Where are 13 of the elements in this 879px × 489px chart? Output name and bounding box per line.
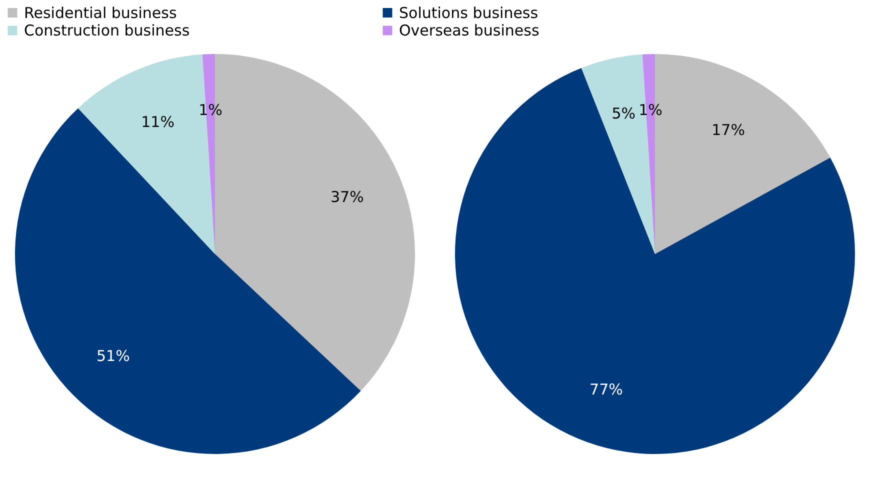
legend-label: Construction business	[24, 22, 190, 40]
data-label: 1%	[638, 101, 662, 120]
legend-label: Overseas business	[399, 22, 540, 40]
data-label: 5%	[612, 104, 636, 122]
data-label: 37%	[330, 188, 364, 206]
data-label: 1%	[198, 101, 222, 120]
data-label: 11%	[141, 112, 174, 131]
data-label: 17%	[712, 121, 745, 140]
legend-label: Solutions business	[399, 4, 538, 22]
data-label: 77%	[590, 380, 623, 398]
legend-label: Residential business	[24, 4, 177, 22]
data-label: 51%	[96, 346, 130, 365]
pie-slice	[455, 68, 855, 454]
